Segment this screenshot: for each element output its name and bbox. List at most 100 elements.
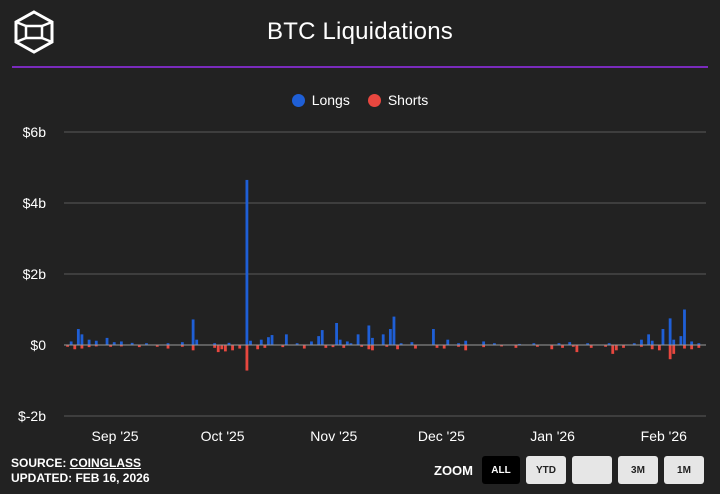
shorts-bar [180,345,184,347]
shorts-bar [137,345,141,348]
cube-logo-icon[interactable] [12,10,56,54]
shorts-bar [324,345,328,348]
longs-bar [640,339,643,345]
longs-bar [295,343,299,345]
shorts-bar [589,345,593,348]
shorts-bar [238,345,242,349]
source-prefix: SOURCE: [11,456,70,470]
zoom-3m-button[interactable]: 3M [618,456,658,484]
longs-bar [310,341,313,345]
longs-bar [105,337,109,345]
zoom-1m-button[interactable]: 1M [664,456,704,484]
shorts-bar [73,345,77,350]
longs-bar [568,342,572,345]
shorts-bar [604,345,607,347]
longs-bar [650,340,654,345]
longs-bar [249,340,252,345]
source-link[interactable]: COINGLASS [69,456,142,470]
shorts-bar [80,345,84,349]
shorts-bar [109,345,113,347]
chart-legend: Longs Shorts [0,92,720,108]
shorts-bar [672,345,676,354]
longs-bar [683,309,686,345]
shorts-bar [640,345,643,347]
longs-bar [227,342,231,345]
longs-bar [267,337,270,345]
zoom-label: ZOOM [434,462,473,478]
longs-bar [647,334,651,345]
longs-bar [259,339,263,345]
shorts-bar [611,345,615,354]
longs-bar [668,318,672,345]
shorts-bar [650,345,654,350]
legend-item-longs[interactable]: Longs [291,92,350,108]
longs-bar [345,341,349,345]
longs-bar [446,339,450,345]
shorts-bar [155,345,159,347]
longs-bar [381,334,385,345]
shorts-bar [435,345,439,348]
longs-bar [338,339,342,345]
longs-bar [672,339,676,345]
updated-line: UPDATED: FEB 16, 2026 [11,471,150,485]
shorts-bar [220,345,224,350]
longs-bar [166,343,170,345]
longs-bar [130,342,134,345]
shorts-bar [697,345,701,348]
shorts-bar [331,345,335,348]
zoom-all-button[interactable]: ALL [482,456,520,484]
x-tick-label: Sep '25 [92,428,139,444]
shorts-bar [223,345,227,352]
longs-bar [690,341,694,345]
zoom-blank-button[interactable] [572,456,612,484]
longs-bar [356,334,360,345]
shorts-bar [668,345,672,360]
shorts-bar [464,345,468,351]
longs-bar [492,343,496,345]
shorts-bar [396,345,399,350]
longs-bar [607,343,611,345]
shorts-bar [216,345,220,353]
x-tick-label: Oct '25 [201,428,245,444]
longs-bar [661,329,665,345]
shorts-bar [442,345,446,349]
source-line: SOURCE: COINGLASS [11,456,150,471]
shorts-bar [213,345,217,348]
longs-bar [180,342,184,345]
longs-bar [697,343,701,345]
shorts-bar [342,345,346,348]
shorts-bar [256,345,260,350]
shorts-bar [550,345,554,350]
shorts-bar [191,345,195,351]
shorts-bar [385,345,389,347]
shorts-bar [119,345,123,347]
longs-bar [270,335,274,345]
y-tick-label: $0 [30,337,46,353]
longs-bar [464,340,468,345]
shorts-bar [536,345,539,347]
longs-bar [335,322,338,345]
shorts-bar [482,345,486,348]
longs-bar [213,343,217,345]
longs-swatch [291,93,305,107]
shorts-bar [66,345,69,347]
legend-label-shorts: Shorts [387,92,429,108]
zoom-controls: ZOOM ALL YTD 3M 1M [434,455,710,485]
shorts-bar [94,345,98,347]
x-tick-label: Dec '25 [418,428,465,444]
longs-bar [76,329,80,345]
zoom-ytd-button[interactable]: YTD [526,456,566,484]
x-tick-label: Nov '25 [310,428,357,444]
y-tick-label: $-2b [18,408,46,424]
shorts-bar [166,345,170,349]
longs-bar [518,343,521,345]
legend-item-shorts[interactable]: Shorts [367,92,429,108]
y-tick-label: $6b [23,124,47,140]
shorts-bar [281,345,285,348]
shorts-bar [360,345,364,347]
shorts-bar [683,345,686,349]
header-divider [12,66,708,68]
longs-bar [557,343,561,345]
longs-bar [532,343,536,345]
